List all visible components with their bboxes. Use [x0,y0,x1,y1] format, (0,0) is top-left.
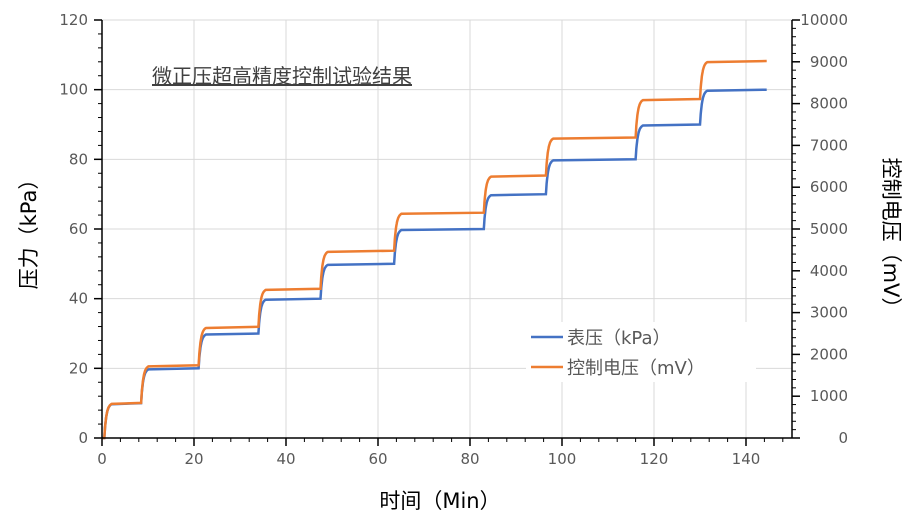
y-tick-label: 120 [59,11,88,29]
y-tick-label: 20 [69,359,88,377]
y-tick-label: 100 [59,81,88,99]
x-axis-label: 时间（Min） [379,489,500,513]
chart-title: 微正压超高精度控制试验结果 [152,64,412,88]
y2-tick-label: 3000 [810,304,848,322]
x-tick-label: 40 [276,450,295,468]
y-tick-label: 80 [69,150,88,168]
y-tick-label: 60 [69,220,88,238]
legend-label-pressure: 表压（kPa） [567,328,671,349]
x-tick-label: 140 [732,450,761,468]
y-tick-label: 40 [69,290,88,308]
legend-background [526,322,756,382]
x-tick-label: 120 [640,450,669,468]
y2-tick-label: 6000 [810,178,848,196]
legend: 表压（kPa） 控制电压（mV） [526,322,756,382]
legend-label-voltage: 控制电压（mV） [567,358,705,379]
y-tick-label: 0 [78,429,88,447]
series-lines [102,59,767,440]
y2-tick-label: 2000 [810,345,848,363]
y2-tick-label: 4000 [810,262,848,280]
axes: 0 20 40 60 80 100 120 140 0 20 40 60 80 100 120 0 1000 20… [59,11,848,468]
y2-tick-label: 7000 [810,136,848,154]
y2-tick-label: 10000 [800,11,848,29]
x-tick-label: 20 [184,450,203,468]
y2-tick-label: 0 [838,429,848,447]
series-line-pressure [102,88,767,440]
y2-tick-label: 8000 [810,95,848,113]
y2-axis-label: 控制电压（mV） [879,158,903,319]
x-tick-label: 80 [460,450,479,468]
y2-tick-label: 1000 [810,387,848,405]
y2-tick-label: 5000 [810,220,848,238]
y2-tick-label: 9000 [810,53,848,71]
x-tick-label: 0 [97,450,107,468]
y-axis-label: 压力（kPa） [17,169,41,290]
gridlines [102,19,792,438]
x-tick-label: 100 [548,450,577,468]
series-line-voltage [102,59,767,440]
x-tick-label: 60 [368,450,387,468]
